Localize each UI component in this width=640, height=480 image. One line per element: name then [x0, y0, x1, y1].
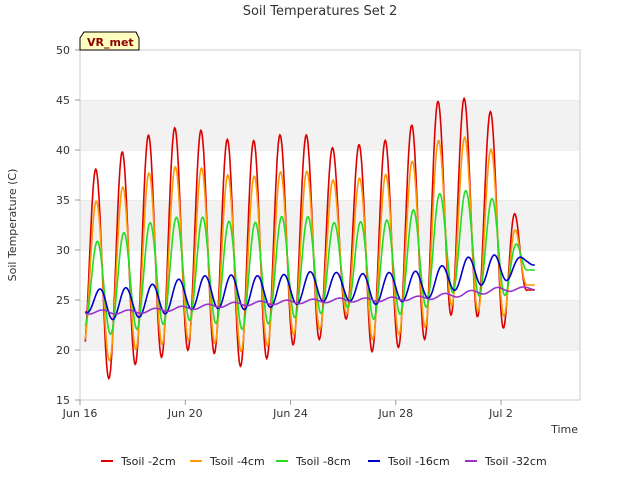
plot-frame: [79, 49, 581, 401]
series-line-tsoilminus-8cm: [84, 189, 535, 336]
grid-bands: [80, 49, 580, 400]
legend-label: Tsoil -32cm: [484, 455, 547, 468]
y-tick-label: 45: [56, 94, 70, 107]
x-axis-ticks: Jun 16 Jun 20 Jun 24 Jun 28 Jul 2: [62, 400, 513, 420]
y-axis-title: Soil Temperature (C): [6, 169, 19, 282]
series-line-tsoilminus-32cm: [85, 286, 535, 315]
series-line-tsoilminus-4cm: [84, 135, 535, 362]
y-tick-label: 40: [56, 144, 70, 157]
series-line-tsoilminus-16cm: [84, 254, 535, 321]
chart-title: Soil Temperatures Set 2: [243, 4, 398, 19]
y-tick-label: 35: [56, 194, 70, 207]
x-tick-label: Jun 20: [167, 407, 203, 420]
x-tick-label: Jul 2: [488, 407, 513, 420]
station-badge-label: VR_met: [87, 36, 134, 49]
legend-label: Tsoil -2cm: [120, 455, 176, 468]
x-tick-label: Jun 28: [377, 407, 413, 420]
legend-label: Tsoil -4cm: [209, 455, 265, 468]
grid-band: [80, 100, 580, 150]
y-tick-label: 30: [56, 244, 70, 257]
legend-label: Tsoil -16cm: [387, 455, 450, 468]
y-tick-label: 50: [56, 44, 70, 57]
y-tick-label: 25: [56, 294, 70, 307]
x-tick-label: Jun 16: [62, 407, 98, 420]
legend-label: Tsoil -8cm: [295, 455, 351, 468]
x-axis-title: Time: [550, 423, 578, 436]
station-badge: VR_met: [79, 31, 140, 51]
grid-band: [80, 50, 580, 100]
series-line-tsoilminus-2cm: [84, 96, 535, 380]
series-lines: [84, 96, 535, 380]
x-tick-label: Jun 24: [272, 407, 308, 420]
y-axis-ticks: 15 20 25 30 35 40 45 50: [56, 44, 80, 407]
y-tick-label: 20: [56, 344, 70, 357]
grid-band: [80, 350, 580, 400]
y-tick-label: 15: [56, 394, 70, 407]
legend: Tsoil -2cm Tsoil -4cm Tsoil -8cm Tsoil -16c…: [101, 455, 547, 468]
station-badge-box: [79, 31, 140, 51]
